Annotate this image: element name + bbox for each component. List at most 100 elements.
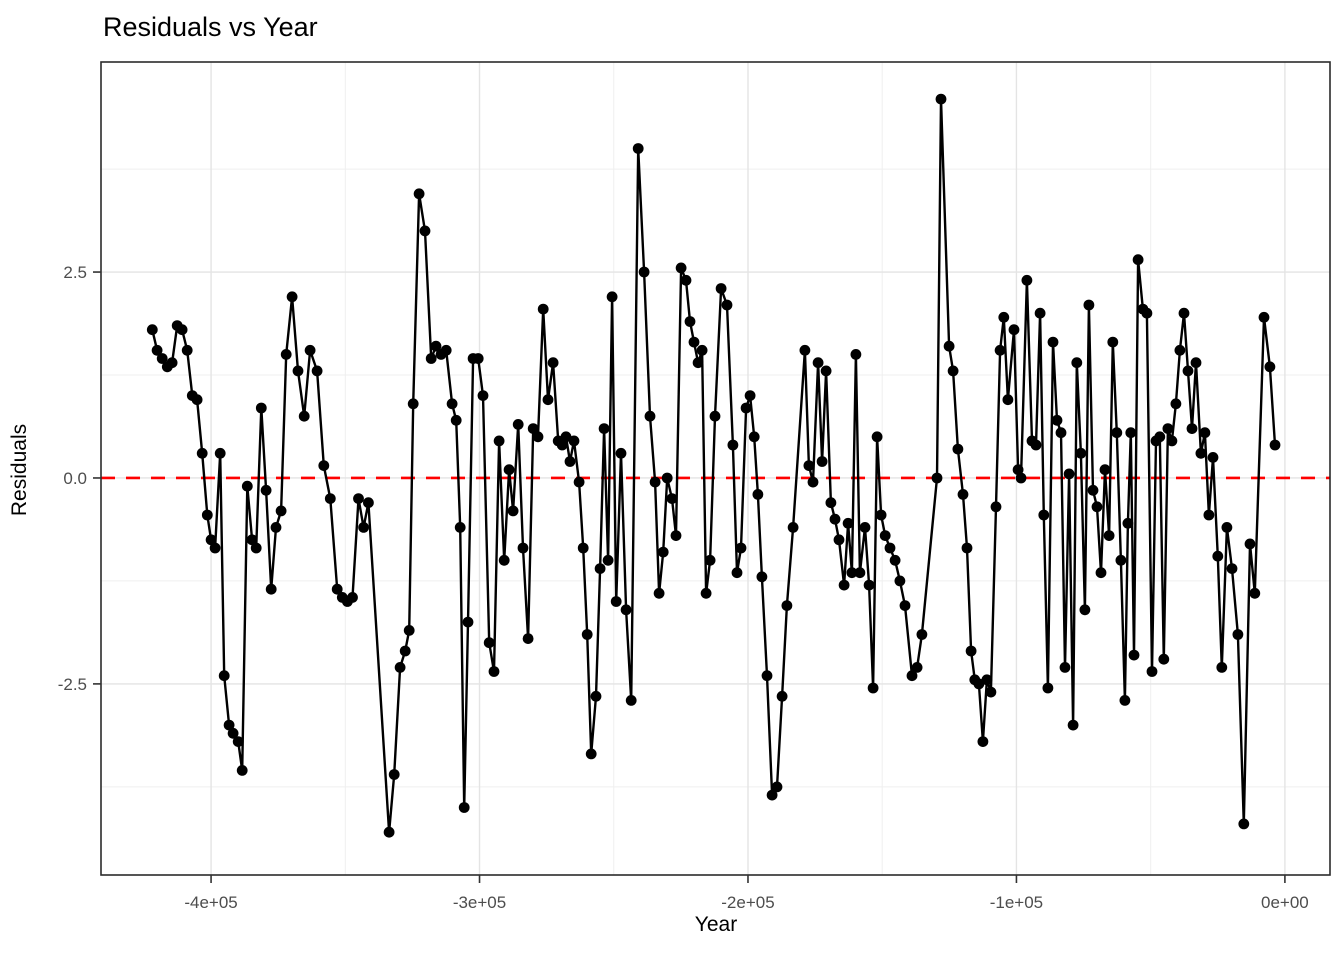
data-point xyxy=(670,530,682,541)
data-point xyxy=(181,344,193,356)
data-point xyxy=(503,464,515,476)
x-axis-title: Year xyxy=(0,913,1344,937)
data-point xyxy=(1038,509,1050,521)
data-point xyxy=(446,398,458,410)
data-point xyxy=(246,534,258,546)
data-point xyxy=(916,629,928,640)
data-point xyxy=(675,262,687,274)
data-point xyxy=(353,493,364,504)
data-point xyxy=(1158,653,1170,665)
data-point xyxy=(761,670,773,682)
data-point xyxy=(1162,423,1174,434)
data-point xyxy=(632,143,644,154)
data-point xyxy=(931,472,943,484)
data-point xyxy=(304,344,316,356)
data-point xyxy=(590,690,602,702)
data-point xyxy=(859,522,871,533)
data-point xyxy=(766,789,778,801)
data-point xyxy=(1079,604,1091,616)
y-tick-label: 2.5 xyxy=(63,263,87,282)
data-point xyxy=(547,357,559,369)
data-point xyxy=(564,456,576,467)
data-point xyxy=(1216,662,1228,673)
data-point xyxy=(735,542,747,554)
data-point xyxy=(889,554,901,566)
data-point xyxy=(358,522,369,533)
data-point xyxy=(1030,439,1042,451)
data-point xyxy=(227,727,239,739)
data-point xyxy=(493,435,505,447)
data-point xyxy=(1178,307,1190,319)
x-tick-label: -2e+05 xyxy=(721,893,774,912)
data-point xyxy=(1034,307,1046,319)
data-point xyxy=(625,695,637,706)
data-point xyxy=(943,340,955,352)
data-point xyxy=(709,410,721,422)
data-point xyxy=(752,489,764,500)
data-point xyxy=(684,316,696,327)
data-point xyxy=(1002,394,1014,406)
data-point xyxy=(1221,522,1233,533)
data-point xyxy=(214,447,226,459)
data-point xyxy=(812,357,824,369)
data-point xyxy=(1087,484,1099,496)
data-point xyxy=(1099,464,1111,476)
data-point xyxy=(218,670,230,682)
data-point xyxy=(776,690,788,702)
data-point xyxy=(781,600,793,611)
data-point xyxy=(275,505,287,517)
data-point xyxy=(1103,530,1115,541)
data-point xyxy=(615,447,627,459)
data-point xyxy=(1132,254,1144,266)
data-point xyxy=(573,476,585,488)
data-point xyxy=(816,456,828,467)
data-point xyxy=(1012,464,1024,476)
panel-border xyxy=(100,61,1331,876)
data-point xyxy=(833,534,845,546)
data-point xyxy=(820,365,832,377)
data-point xyxy=(430,340,442,352)
data-point xyxy=(620,604,632,616)
data-point xyxy=(286,291,298,303)
data-point xyxy=(666,493,678,504)
data-point xyxy=(602,554,614,566)
data-point xyxy=(517,542,529,554)
x-tick-label: 0e+00 xyxy=(1261,893,1309,912)
data-point xyxy=(998,311,1010,323)
data-point xyxy=(884,542,896,554)
data-point xyxy=(1008,324,1020,336)
data-point xyxy=(151,344,163,356)
data-point xyxy=(403,625,415,636)
data-point xyxy=(201,509,213,521)
data-point xyxy=(899,600,911,611)
data-point xyxy=(657,546,669,558)
data-point xyxy=(383,826,395,838)
data-point xyxy=(260,484,272,496)
data-point xyxy=(715,283,727,294)
data-point xyxy=(512,419,524,430)
data-point xyxy=(965,645,977,657)
data-point xyxy=(1015,472,1027,484)
data-point xyxy=(721,299,733,311)
data-point xyxy=(1182,365,1194,377)
data-point xyxy=(205,534,217,546)
data-point xyxy=(241,480,253,492)
data-point xyxy=(232,736,244,747)
data-point xyxy=(311,365,323,377)
data-point xyxy=(799,344,811,356)
panel-background xyxy=(101,62,1330,875)
data-point xyxy=(846,567,858,579)
data-point xyxy=(748,431,760,443)
data-point xyxy=(458,802,470,813)
data-point xyxy=(527,423,539,434)
data-point xyxy=(347,592,358,603)
data-point xyxy=(1244,538,1256,550)
data-point xyxy=(1107,336,1119,348)
data-point xyxy=(196,447,208,459)
data-point xyxy=(440,344,452,356)
data-point xyxy=(1212,550,1224,562)
data-point xyxy=(498,554,510,566)
data-point xyxy=(236,765,248,776)
data-point xyxy=(952,443,964,455)
